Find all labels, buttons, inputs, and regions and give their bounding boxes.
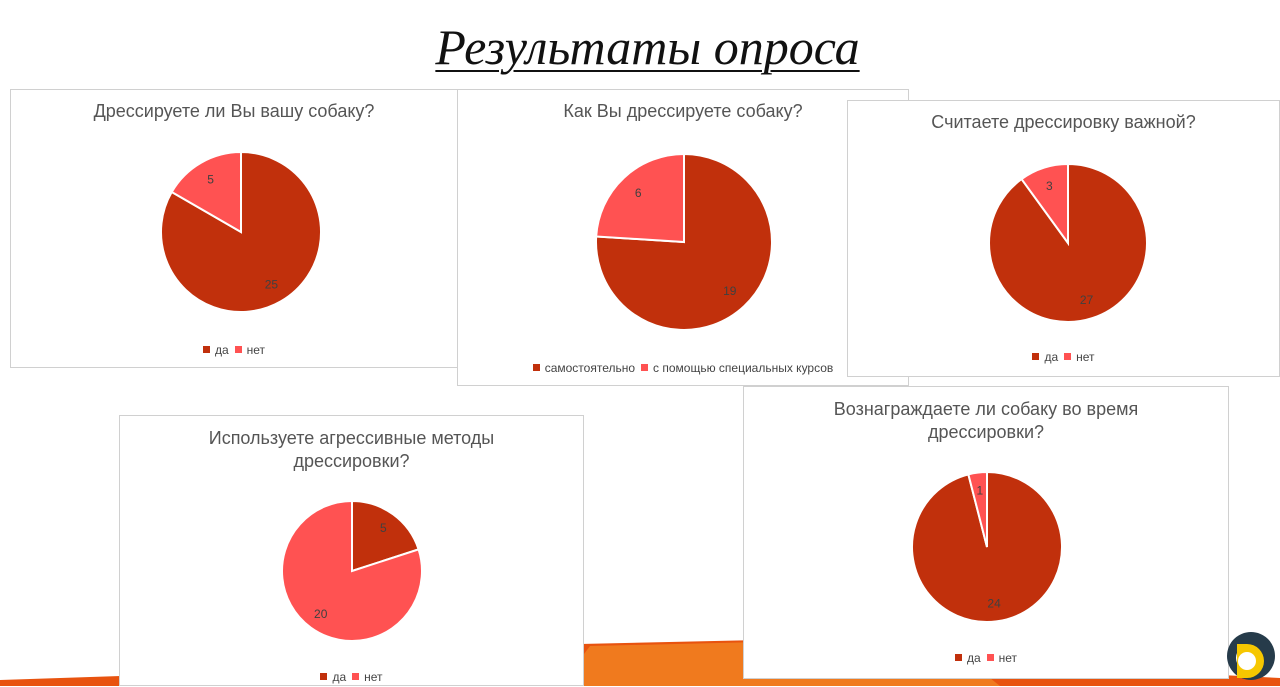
legend-swatch [320, 673, 328, 680]
pie-chart: 25 5 [160, 150, 322, 313]
legend-label: да [332, 670, 347, 684]
chart-title: Считаете дрессировку важной? [931, 112, 1196, 132]
legend-swatch [234, 346, 242, 353]
chart-title: Как Вы дрессируете собаку? [563, 101, 803, 121]
pie-slice-с помощью специальных курсов [595, 152, 685, 244]
legend-item: нет [986, 651, 1018, 665]
pie-chart: 24 1 [911, 470, 1063, 623]
pie-chart: 5 20 [280, 499, 423, 642]
pie-chart: 19 6 [595, 152, 773, 331]
legend-item: да [1032, 350, 1058, 364]
data-label: 1 [977, 483, 984, 497]
data-label: 19 [723, 284, 737, 298]
pie-slice-нет [280, 499, 423, 642]
legend-swatch [532, 364, 540, 371]
data-label: 5 [380, 521, 387, 535]
data-label: 6 [635, 186, 642, 200]
legend-item: нет [1064, 350, 1095, 364]
pie-slice-нет [170, 150, 242, 234]
legend-swatch [1032, 353, 1040, 360]
legend-label: да [1044, 350, 1059, 364]
legend-label: нет [246, 343, 266, 357]
chart-card-4: Используете агрессивные методы дрессиров… [119, 415, 584, 686]
legend-swatch [954, 654, 962, 661]
legend-item: с помощью специальных курсов [641, 361, 833, 375]
legend-swatch [986, 654, 994, 661]
chart-card-3: Считаете дрессировку важной? 27 3 да нет [847, 100, 1280, 377]
chart-legend: да нет [744, 651, 1228, 665]
pie-slice-да [351, 499, 420, 573]
chart-title: Дрессируете ли Вы вашу собаку? [93, 101, 375, 121]
legend-label: самостоятельно [544, 361, 636, 375]
legend-item: нет [352, 670, 383, 684]
chart-card-2: Как Вы дрессируете собаку? 19 6 самостоят… [457, 89, 909, 386]
chart-legend: самостоятельно с помощью специальных курс… [458, 361, 908, 375]
chart-title: Используете агрессивные методы дрессиров… [208, 428, 495, 471]
legend-item: нет [234, 343, 266, 357]
chart-legend: да нет [11, 343, 457, 357]
legend-item: да [954, 651, 981, 665]
legend-label: нет [364, 670, 383, 684]
data-label: 27 [1080, 293, 1094, 307]
legend-label: да [214, 343, 229, 357]
legend-swatch [352, 673, 360, 680]
legend-item: самостоятельно [532, 361, 636, 375]
pie-slice-нет [1020, 162, 1069, 247]
legend-label: нет [998, 651, 1018, 665]
chart-legend: да нет [120, 670, 583, 684]
data-label: 5 [207, 172, 214, 186]
data-label: 24 [987, 597, 1001, 611]
chart-card-5: Вознаграждаете ли собаку во время дресси… [743, 386, 1229, 679]
legend-swatch [1064, 353, 1072, 360]
chart-legend: да нет [848, 350, 1279, 364]
legend-label: с помощью специальных курсов [653, 361, 834, 375]
data-label: 25 [265, 278, 279, 292]
legend-swatch [202, 346, 210, 353]
legend-item: да [202, 343, 229, 357]
legend-label: нет [1076, 350, 1095, 364]
legend-label: да [966, 651, 981, 665]
chart-title: Вознаграждаете ли собаку во время дресси… [833, 399, 1139, 442]
logo-icon [1227, 632, 1275, 680]
pie-slice-нет [967, 470, 988, 548]
legend-item: да [320, 670, 346, 684]
data-label: 20 [314, 607, 328, 621]
chart-card-1: Дрессируете ли Вы вашу собаку? 25 5 да нет [10, 89, 458, 368]
legend-swatch [641, 364, 649, 371]
data-label: 3 [1046, 179, 1053, 193]
pie-chart: 27 3 [988, 162, 1148, 323]
slide-title: Результаты опроса [435, 19, 860, 75]
